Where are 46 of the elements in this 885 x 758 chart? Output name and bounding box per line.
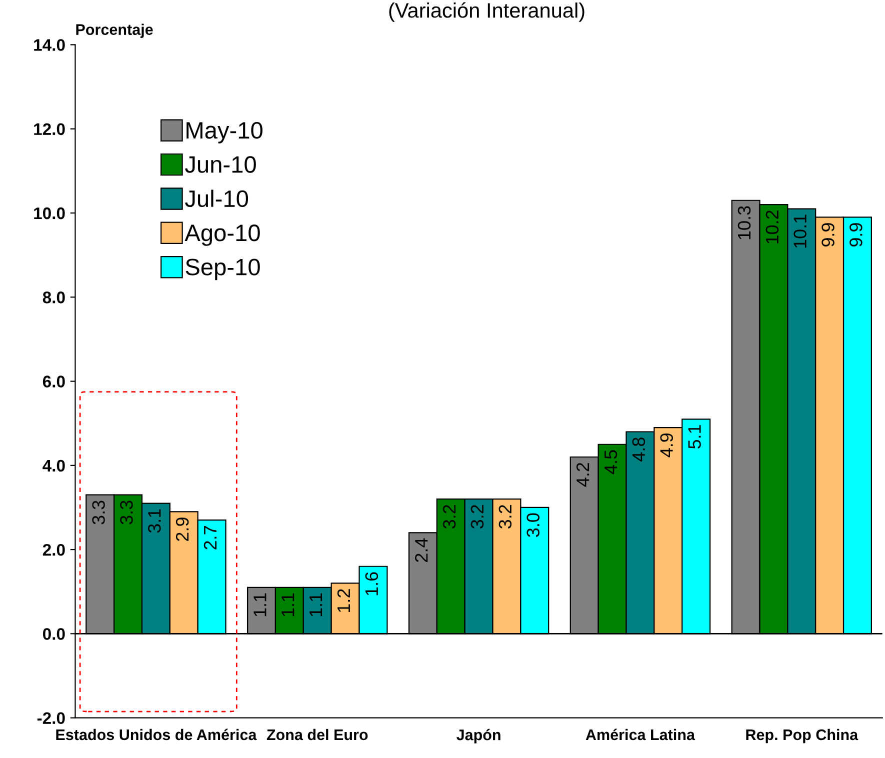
- y-tick-label: 12.0: [34, 123, 65, 136]
- y-tick-label: 10.0: [34, 207, 65, 220]
- text: 9.9: [850, 223, 862, 247]
- y-tick-label: 0.0: [42, 628, 65, 640]
- y-tick-label: -2.0: [37, 712, 65, 724]
- text: 4.2: [576, 462, 590, 487]
- text: 3.2: [470, 505, 484, 529]
- legend-label: Jun-10: [185, 156, 256, 173]
- text: 3.2: [498, 505, 512, 529]
- text: 10.3: [738, 206, 751, 240]
- legend-label: May-10: [186, 122, 262, 144]
- legend-label: Ago-10: [184, 224, 260, 246]
- text: 1.1: [282, 593, 294, 616]
- y-tick-label: 8.0: [42, 292, 65, 304]
- x-tick-label: Rep. Pop China: [746, 728, 858, 744]
- text: 9.9: [822, 223, 834, 247]
- text: 4.9: [660, 433, 673, 458]
- y-tick-label: 4.0: [42, 460, 65, 472]
- text: 3.0: [526, 513, 540, 537]
- text: 3.2: [442, 505, 456, 529]
- y-tick-label: 2.0: [42, 544, 65, 556]
- chart-title: (Variación Interanual): [389, 2, 584, 22]
- text: 3.3: [120, 500, 133, 524]
- x-tick-label: Japón: [456, 728, 500, 744]
- y-tick-label: 14.0: [34, 39, 65, 51]
- text: 1.1: [310, 593, 322, 616]
- text: 3.1: [148, 509, 161, 533]
- text: 4.8: [632, 438, 646, 462]
- text: 3.3: [92, 500, 105, 524]
- text: 2.4: [414, 538, 428, 562]
- text: 1.1: [254, 593, 266, 616]
- text: 2.9: [176, 518, 189, 541]
- legend-label: Jul-10: [185, 190, 248, 208]
- y-axis-title: Porcentaje: [76, 24, 153, 38]
- x-tick-label: América Latina: [586, 728, 696, 740]
- text: 10.2: [766, 210, 779, 244]
- text: 1.2: [337, 589, 350, 612]
- text: 10.1: [794, 214, 806, 248]
- x-tick-label: Estados Unidos de América: [56, 728, 257, 740]
- y-tick-label: 6.0: [42, 376, 65, 388]
- text: 4.5: [604, 450, 618, 474]
- text: 1.6: [365, 572, 378, 596]
- text: 2.7: [204, 526, 216, 550]
- text: 5.1: [688, 425, 701, 449]
- legend-label: Sep-10: [186, 258, 260, 280]
- x-tick-label: Zona del Euro: [266, 728, 368, 740]
